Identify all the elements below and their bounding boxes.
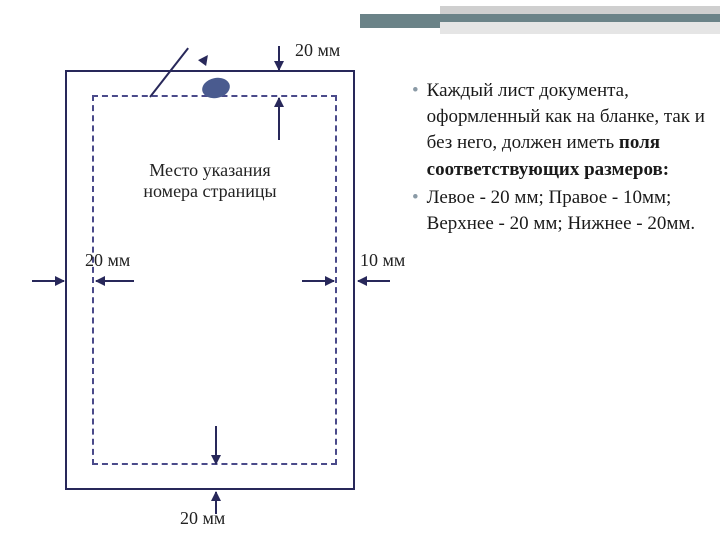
arrow-right-left [358, 280, 390, 282]
label-line: Место указания [149, 160, 270, 180]
bullet-text: Каждый лист документа, оформленный как н… [427, 78, 707, 183]
arrow-left-right [32, 280, 64, 282]
label-line: номера страницы [143, 181, 276, 201]
bullet-item: • Левое - 20 мм; Правое - 10мм; Верхнее … [412, 185, 707, 237]
decor-bar [440, 22, 720, 34]
arrow-bottom-down [215, 426, 217, 464]
arrow-top-down [278, 46, 280, 70]
margins-diagram: Место указания номера страницы 20 мм 20 … [20, 40, 410, 540]
pointer-arrowhead [198, 52, 212, 66]
arrow-right-right [302, 280, 334, 282]
bullet-dot-icon: • [412, 78, 419, 183]
page-number-label: Место указания номера страницы [110, 160, 310, 202]
bullet-item: • Каждый лист документа, оформленный как… [412, 78, 707, 183]
description-text: • Каждый лист документа, оформленный как… [412, 78, 707, 239]
para-pre: Каждый лист документа, оформленный как н… [427, 80, 705, 153]
bullet-text: Левое - 20 мм; Правое - 10мм; Верхнее - … [427, 185, 707, 237]
margin-bottom-label: 20 мм [180, 508, 225, 529]
margin-top-label: 20 мм [295, 40, 340, 61]
bullet-dot-icon: • [412, 185, 419, 237]
margin-right-label: 10 мм [360, 250, 405, 271]
header-decor [340, 0, 720, 40]
arrow-top-up [278, 98, 280, 140]
arrow-left-left [96, 280, 134, 282]
margin-left-label: 20 мм [85, 250, 130, 271]
